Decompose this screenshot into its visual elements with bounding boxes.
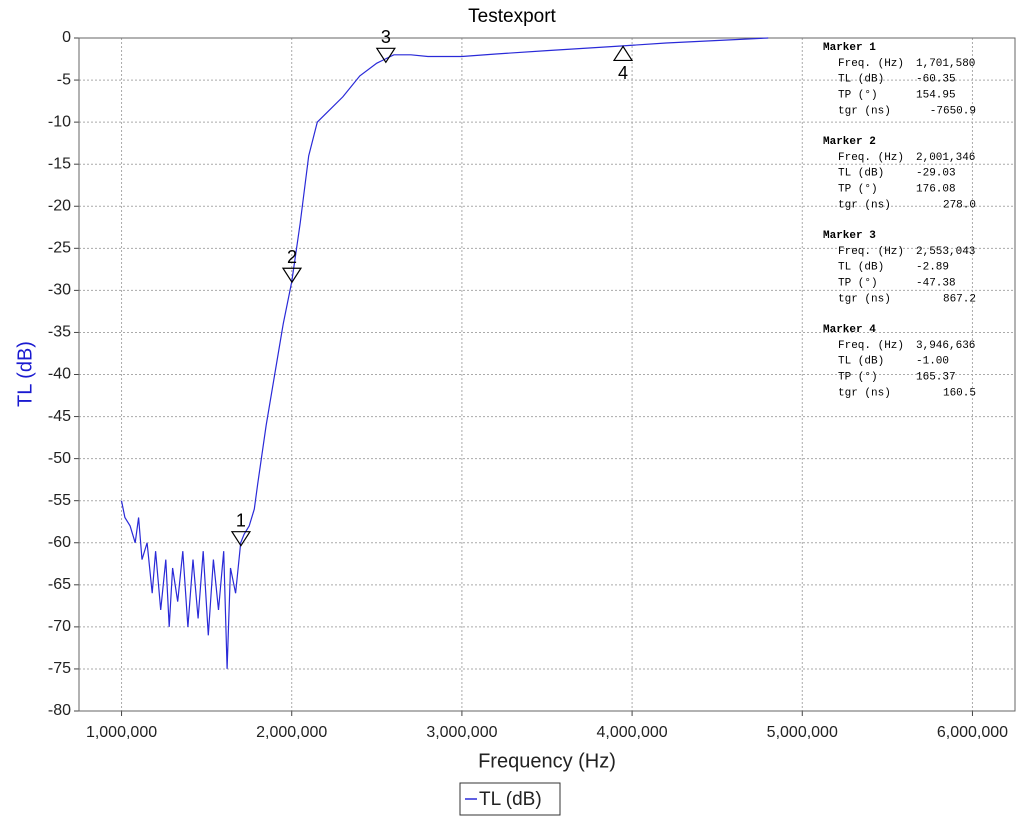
y-tick-label: -20: [48, 197, 71, 214]
marker-triangle: [281, 267, 303, 284]
x-tick-label: 4,000,000: [596, 724, 667, 741]
marker-value: 3,946,636: [916, 340, 975, 352]
marker-value: -29.03: [916, 168, 956, 180]
y-tick-label: -70: [48, 618, 71, 635]
marker-field: TP (°): [838, 372, 878, 384]
marker-field: Freq. (Hz): [838, 58, 904, 70]
marker-value: 1,701,580: [916, 58, 975, 70]
y-tick-label: -15: [48, 155, 71, 172]
marker-value: -60.35: [916, 74, 956, 86]
marker-value: -1.00: [916, 356, 949, 368]
marker-triangle: [230, 531, 252, 547]
marker-value: 867.2: [943, 293, 976, 305]
y-tick-label: -60: [48, 534, 71, 551]
legend: TL (dB): [459, 782, 561, 816]
marker-label: 4: [618, 63, 628, 83]
y-tick-label: -55: [48, 492, 71, 509]
marker-value: 278.0: [943, 199, 976, 211]
marker-value: 160.5: [943, 387, 976, 399]
marker-field: TP (°): [838, 90, 878, 102]
marker-title: Marker 3: [823, 230, 876, 242]
marker-title: Marker 2: [823, 136, 876, 148]
x-tick-label: 3,000,000: [426, 724, 497, 741]
x-tick-label: 1,000,000: [86, 724, 157, 741]
x-tick-label: 5,000,000: [767, 724, 838, 741]
legend-label: TL (dB): [479, 789, 542, 810]
x-tick-label: 2,000,000: [256, 724, 327, 741]
y-tick-label: -10: [48, 113, 71, 130]
y-tick-label: -65: [48, 576, 71, 593]
chart-title: Testexport: [468, 6, 556, 27]
marker-triangle: [375, 47, 396, 64]
marker-field: TL (dB): [838, 168, 884, 180]
y-tick-label: -5: [57, 71, 71, 88]
marker-value: 176.08: [916, 184, 956, 196]
marker-field: TP (°): [838, 184, 878, 196]
marker-label: 1: [236, 510, 246, 530]
y-tick-label: -35: [48, 324, 71, 341]
y-tick-label: -40: [48, 366, 71, 383]
marker-field: Freq. (Hz): [838, 246, 904, 258]
y-axis-label: TL (dB): [14, 341, 36, 407]
plot-frame: [78, 37, 1016, 712]
marker-label: 2: [287, 247, 297, 267]
marker-field: TL (dB): [838, 356, 884, 368]
marker-field: tgr (ns): [838, 387, 891, 399]
marker-field: tgr (ns): [838, 199, 891, 211]
marker-value: -47.38: [916, 278, 956, 290]
marker-field: Freq. (Hz): [838, 152, 904, 164]
marker-value: 154.95: [916, 90, 956, 102]
y-tick-label: -50: [48, 450, 71, 467]
x-axis-label: Frequency (Hz): [478, 750, 616, 772]
marker-value: 165.37: [916, 372, 956, 384]
marker-value: 2,553,043: [916, 246, 975, 258]
data-line: [120, 37, 769, 669]
marker-value: -2.89: [916, 262, 949, 274]
x-tick-label: 6,000,000: [937, 724, 1008, 741]
marker-field: tgr (ns): [838, 293, 891, 305]
marker-field: tgr (ns): [838, 105, 891, 117]
marker-field: TL (dB): [838, 74, 884, 86]
y-tick-label: -80: [48, 702, 71, 719]
marker-field: TP (°): [838, 278, 878, 290]
marker-title: Marker 1: [823, 42, 876, 54]
marker-value: 2,001,346: [916, 152, 975, 164]
y-tick-label: 0: [62, 29, 71, 46]
y-tick-label: -75: [48, 660, 71, 677]
y-tick-label: -30: [48, 282, 71, 299]
marker-label: 3: [381, 27, 391, 47]
marker-field: TL (dB): [838, 262, 884, 274]
marker-triangle: [612, 45, 634, 62]
marker-title: Marker 4: [823, 324, 876, 336]
y-tick-label: -25: [48, 240, 71, 257]
y-tick-label: -45: [48, 408, 71, 425]
marker-value: -7650.9: [930, 105, 976, 117]
marker-field: Freq. (Hz): [838, 340, 904, 352]
